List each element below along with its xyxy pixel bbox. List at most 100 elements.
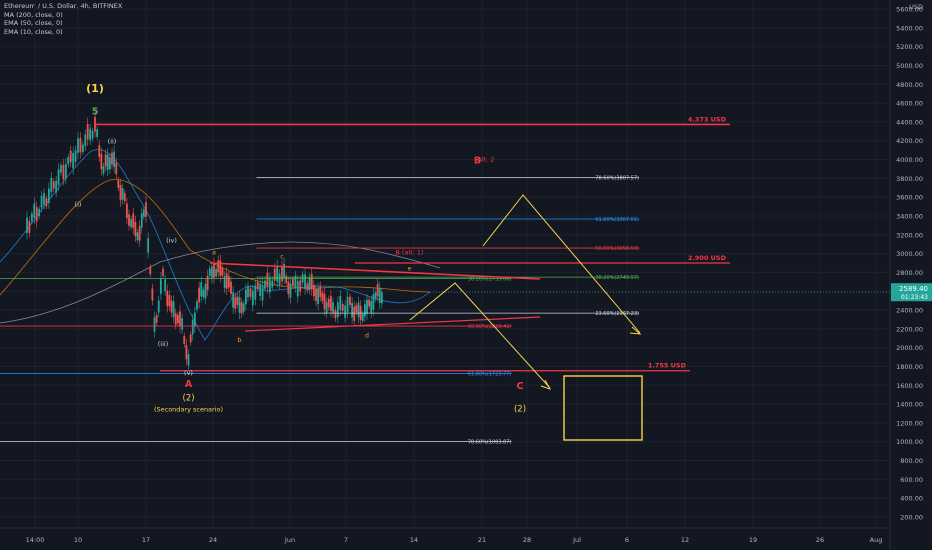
y-tick-label: 3400.00 <box>896 212 923 220</box>
x-tick-label: 19 <box>749 536 757 544</box>
price-candle-body <box>174 313 177 325</box>
y-tick-label: 400.00 <box>900 495 923 503</box>
y-tick-label: 5400.00 <box>896 24 923 32</box>
price-candle-body <box>380 292 383 304</box>
price-candle-body <box>166 290 169 307</box>
price-candle-body <box>312 284 315 297</box>
price-candle-body <box>329 296 332 311</box>
y-tick-label: 4200.00 <box>896 137 923 145</box>
price-candle-body <box>123 193 126 202</box>
price-candle-body <box>138 226 141 241</box>
price-candle-body <box>96 129 99 137</box>
price-candle-body <box>125 203 128 219</box>
price-candle-body <box>111 152 113 165</box>
price-candle-body <box>130 219 133 227</box>
fib-level-label: 61.80%(3367.61) <box>595 217 639 223</box>
ema50-line <box>0 179 431 296</box>
price-candle-body <box>108 157 111 170</box>
price-candle-body <box>317 288 320 305</box>
price-candle-body <box>140 213 143 228</box>
price-candle-body <box>251 290 254 306</box>
price-candle-body <box>285 275 288 283</box>
current-price-badge[interactable] <box>891 283 932 302</box>
wave-label: B <box>474 155 481 166</box>
price-candle-body <box>145 202 147 217</box>
price-target-label: 4.373 USD <box>688 115 727 123</box>
price-candle-body <box>26 217 28 234</box>
wave-label: A <box>185 379 193 390</box>
price-candle-body <box>179 311 181 327</box>
y-tick-label: 5200.00 <box>896 43 923 51</box>
price-candle-body <box>113 151 116 168</box>
price-candle-body <box>238 297 241 313</box>
price-candle-body <box>159 278 162 294</box>
indicator-ma200[interactable]: MA (200, close, 0) <box>4 10 63 19</box>
price-candle-body <box>168 294 171 307</box>
price-candle-body <box>334 309 337 319</box>
wave-label: d <box>365 331 369 339</box>
price-candle-body <box>341 304 344 312</box>
y-tick-label: 2000.00 <box>896 344 923 352</box>
price-candle-body <box>149 266 152 275</box>
price-candle-body <box>319 285 322 297</box>
price-candle-body <box>336 302 339 318</box>
price-candle-body <box>117 180 120 188</box>
triangle-lower-trendline <box>244 316 541 332</box>
price-candle-body <box>176 315 179 324</box>
price-candle-body <box>355 305 358 313</box>
price-candle-body <box>232 292 235 308</box>
price-candle-body <box>357 302 360 318</box>
price-candle-body <box>204 283 207 299</box>
price-candle-body <box>28 221 31 233</box>
price-candle-body <box>306 283 309 291</box>
price-candle-body <box>261 285 264 301</box>
y-tick-label: 2400.00 <box>896 307 923 315</box>
price-candle-body <box>264 280 266 289</box>
y-tick-label: 5600.00 <box>896 6 923 14</box>
projection-path-alt1 <box>409 282 551 389</box>
wave-label: b <box>237 336 241 344</box>
price-candle-body <box>327 298 330 308</box>
price-candle-body <box>230 281 232 294</box>
price-candle-body <box>254 285 257 300</box>
ma200-line <box>0 241 441 324</box>
y-tick-label: 1200.00 <box>896 419 923 427</box>
price-candle-body <box>287 281 290 295</box>
price-candle-body <box>240 302 243 314</box>
price-candle-body <box>47 188 50 203</box>
price-candle-body <box>30 213 33 222</box>
price-candle-body <box>227 276 230 288</box>
price-candle-body <box>172 301 175 317</box>
price-candle-body <box>45 198 48 206</box>
price-candle-body <box>206 275 209 290</box>
price-candle-body <box>136 232 139 241</box>
price-candle-body <box>81 144 84 153</box>
price-candle-body <box>128 214 130 226</box>
price-candle-body <box>134 221 137 237</box>
wave-label: a <box>212 249 216 257</box>
price-candle-body <box>299 280 302 292</box>
price-candle-body <box>219 260 222 277</box>
fib-level-label: 61.80%(1723.77) <box>468 372 512 378</box>
price-candle-body <box>115 162 118 175</box>
price-candle-body <box>292 278 294 286</box>
y-tick-label: 4800.00 <box>896 81 923 89</box>
fib-level-label: 50.00%(2229.42) <box>468 324 512 330</box>
indicator-ema10[interactable]: EMA (10, close, 0) <box>4 27 63 36</box>
price-candle-body <box>183 335 186 345</box>
indicator-ema50[interactable]: EMA (50, close, 0) <box>4 19 63 28</box>
price-candle-body <box>366 299 368 314</box>
price-candle-body <box>84 134 87 147</box>
wave-label: (1) <box>86 82 104 95</box>
price-candle-body <box>225 273 228 289</box>
x-tick-label: 28 <box>523 536 531 544</box>
price-candle-body <box>372 294 375 310</box>
price-target-label: 1.755 USD <box>648 362 687 370</box>
x-tick-label: Jun <box>284 536 295 544</box>
price-candle-body <box>351 302 354 318</box>
price-candle-body <box>50 177 53 193</box>
price-candle-body <box>55 180 58 193</box>
price-candle-body <box>142 209 145 217</box>
price-target-label: 2.900 USD <box>688 254 727 262</box>
